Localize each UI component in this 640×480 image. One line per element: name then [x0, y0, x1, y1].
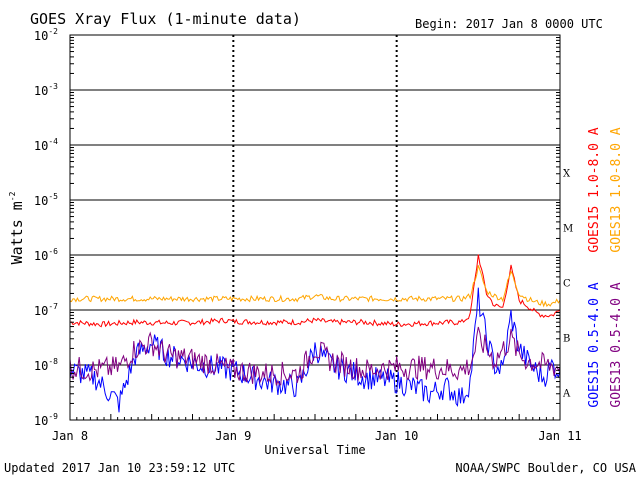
y-tick-exp: -9 [48, 412, 58, 421]
begin-time: Begin: 2017 Jan 8 0000 UTC [415, 17, 603, 31]
source-credit: NOAA/SWPC Boulder, CO USA [455, 461, 636, 475]
series-line [69, 254, 561, 328]
series-line [69, 265, 561, 308]
chart-title: GOES Xray Flux (1-minute data) [30, 10, 301, 28]
y-tick-base: 10 [34, 84, 48, 98]
legend-label: GOES15 0.5-4.0 A [587, 282, 602, 407]
y-tick-exp: -4 [48, 137, 58, 146]
y-tick-label: 10-2 [34, 27, 58, 43]
updated-time: Updated 2017 Jan 10 23:59:12 UTC [4, 461, 235, 475]
y-tick-label: 10-4 [34, 137, 58, 153]
series-line [69, 287, 561, 413]
y-tick-exp: -7 [48, 302, 58, 311]
legend-entry: GOES15 1.0-8.0 A [587, 127, 602, 252]
y-axis-label: Watts m-2 [8, 191, 26, 264]
x-tick-label: Jan 11 [538, 429, 581, 443]
flare-class-label: M [563, 224, 573, 235]
y-tick-base: 10 [34, 139, 48, 153]
y-tick-base: 10 [34, 29, 48, 43]
x-tick-label: Jan 9 [215, 429, 251, 443]
legend-label: GOES13 1.0-8.0 A [609, 127, 624, 252]
y-axis-label-exp: -2 [8, 191, 17, 201]
y-tick-label: 10-6 [34, 247, 58, 263]
flare-class-label: C [563, 279, 571, 290]
legend-entry: GOES13 1.0-8.0 A [609, 127, 624, 252]
y-tick-label: 10-7 [34, 302, 58, 318]
legend-label: GOES15 1.0-8.0 A [587, 127, 602, 252]
flare-class-label: B [563, 334, 570, 345]
y-axis-label-text: Watts m [8, 201, 26, 264]
y-tick-base: 10 [34, 194, 48, 208]
y-tick-base: 10 [34, 359, 48, 373]
y-tick-labels: 10-210-310-410-510-610-710-810-9 [34, 27, 58, 428]
x-tick-labels: Jan 8 Jan 9 Jan 10 Jan 11 [52, 429, 582, 443]
y-tick-label: 10-3 [34, 82, 58, 98]
y-tick-label: 10-5 [34, 192, 58, 208]
plot-frame [69, 34, 561, 421]
legend-entry: GOES15 0.5-4.0 A [587, 282, 602, 407]
legend: GOES15 1.0-8.0 A GOES13 1.0-8.0 A GOES15 0… [587, 127, 624, 407]
legend-entry: GOES13 0.5-4.0 A [609, 282, 624, 407]
x-tick-label: Jan 8 [52, 429, 88, 443]
series-line [69, 326, 561, 386]
flare-class-labels: X M C B A [562, 169, 573, 400]
y-tick-exp: -6 [48, 247, 58, 256]
y-tick-label: 10-8 [34, 357, 58, 373]
y-tick-base: 10 [34, 304, 48, 318]
y-tick-exp: -3 [48, 82, 58, 91]
axis-ticks [70, 37, 560, 420]
y-tick-exp: -2 [48, 27, 58, 36]
y-tick-exp: -8 [48, 357, 58, 366]
y-tick-label: 10-9 [34, 412, 58, 428]
grid-lines [70, 35, 560, 420]
x-tick-label: Jan 10 [375, 429, 418, 443]
y-tick-base: 10 [34, 249, 48, 263]
data-series [69, 254, 561, 413]
flare-class-label: A [562, 389, 571, 400]
flare-class-label: X [563, 169, 571, 180]
legend-label: GOES13 0.5-4.0 A [609, 282, 624, 407]
y-tick-base: 10 [34, 414, 48, 428]
svg-text:Watts m-2: Watts m-2 [8, 191, 26, 264]
y-tick-exp: -5 [48, 192, 58, 201]
x-axis-label: Universal Time [264, 443, 365, 457]
